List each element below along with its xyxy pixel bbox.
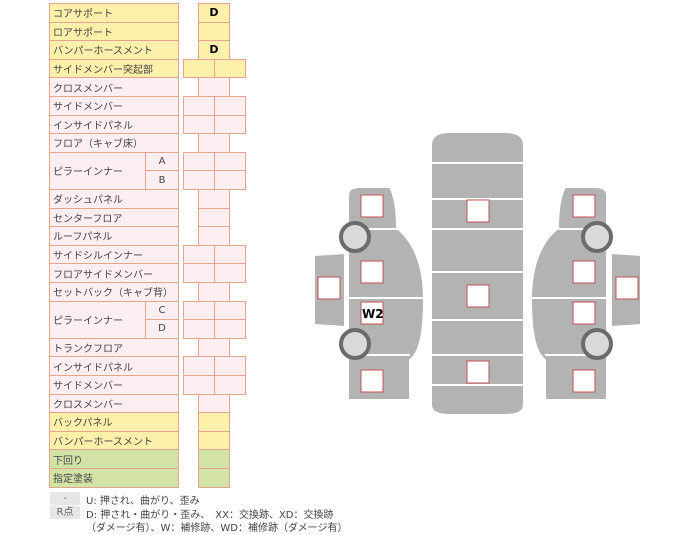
value-cell-right[interactable] bbox=[214, 58, 246, 79]
value-cell-right[interactable] bbox=[214, 319, 246, 339]
value-cell-right[interactable] bbox=[214, 114, 246, 135]
marker-right-front[interactable] bbox=[572, 194, 596, 218]
marker-left-front-door[interactable] bbox=[360, 260, 384, 284]
row-label: センターフロア bbox=[49, 207, 179, 228]
marker-right-flap[interactable] bbox=[615, 276, 639, 300]
value-cell[interactable] bbox=[198, 468, 230, 488]
right-side-panel bbox=[529, 186, 608, 401]
marker-trunk[interactable] bbox=[466, 360, 490, 384]
legend-dash-key: - bbox=[50, 492, 80, 505]
marker-right-rear-door[interactable] bbox=[572, 301, 596, 325]
left-side-panel bbox=[347, 186, 426, 401]
value-cell-right[interactable] bbox=[214, 375, 246, 395]
value-cell-right[interactable] bbox=[214, 263, 246, 283]
marker-right-front-door[interactable] bbox=[572, 260, 596, 284]
wheel-icon bbox=[339, 221, 371, 253]
marker-left-flap[interactable] bbox=[317, 276, 341, 300]
row-sublabel: A bbox=[145, 151, 179, 172]
marker-right-rear[interactable] bbox=[572, 369, 596, 393]
wheel-icon bbox=[581, 221, 613, 253]
marker-left-rear-door[interactable] bbox=[360, 301, 384, 325]
center-body bbox=[430, 131, 525, 416]
w2-mark: W2 bbox=[362, 307, 384, 321]
value-cell-right[interactable] bbox=[214, 170, 246, 190]
wheel-icon bbox=[581, 328, 613, 360]
marker-left-front[interactable] bbox=[360, 194, 384, 218]
row-label: 指定塗装 bbox=[49, 468, 179, 488]
legend-dash-text: U: 押され、曲がり、歪み bbox=[86, 496, 200, 507]
value-cell[interactable]: D bbox=[198, 3, 230, 23]
legend-r-text-2: （ダメージ有）、W：補修跡、WD：補修跡（ダメージ有） bbox=[86, 523, 348, 534]
marker-roof[interactable] bbox=[466, 284, 490, 308]
wheel-icon bbox=[339, 328, 371, 360]
legend-r-key: R点 bbox=[50, 506, 80, 519]
marker-left-rear[interactable] bbox=[360, 369, 384, 393]
legend-r-text-1: D: 押され・曲がり・歪み、 XX：交換跡、XD：交換跡 bbox=[86, 510, 334, 521]
marker-hood[interactable] bbox=[466, 199, 490, 223]
